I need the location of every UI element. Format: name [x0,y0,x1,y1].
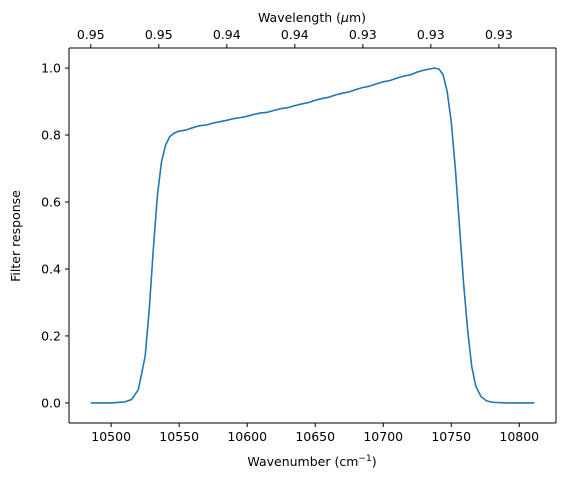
x-tick-label: 10550 [159,429,199,444]
top-tick-label: 0.95 [145,27,173,42]
top-tick-label: 0.93 [417,27,445,42]
top-tick-label: 0.94 [281,27,309,42]
y-tick-label: 0.4 [41,261,61,276]
x-tick-label: 10750 [431,429,471,444]
x-tick-label: 10500 [91,429,131,444]
x-tick-label: 10650 [295,429,335,444]
top-axis-ticks: 0.95 0.95 0.94 0.94 0.93 0.93 0.93 [77,27,513,48]
plot-area [69,48,556,423]
series-layer [90,67,535,404]
x-tick-label: 10800 [499,429,539,444]
x-axis-label-suffix: ) [372,454,377,469]
x-axis-label: Wavenumber (cm−1) [247,454,376,469]
top-tick-label: 0.93 [485,27,513,42]
top-tick-label: 0.93 [349,27,377,42]
y-tick-label: 0.6 [41,195,61,210]
series-line-0 [90,67,535,404]
y-tick-label: 0.2 [41,328,61,343]
x-axis-label-main: Wavenumber (cm [247,454,358,469]
top-tick-label: 0.95 [77,27,105,42]
top-axis-label-main: Wavelength ( [258,10,341,25]
y-tick-label: 0.0 [41,395,61,410]
top-axis-label: Wavelength (μm) [258,10,366,25]
x-tick-label: 10700 [363,429,403,444]
x-axis-ticks: 10500 10550 10600 10650 10700 10750 10800 [91,423,539,444]
top-axis-label-suffix: m) [349,10,366,25]
y-tick-label: 1.0 [41,61,61,76]
x-tick-label: 10600 [227,429,267,444]
top-tick-label: 0.94 [213,27,241,42]
x-axis-label-superscript: −1 [358,454,371,464]
y-axis-ticks: 0.0 0.2 0.4 0.6 0.8 1.0 [41,61,69,410]
y-axis-label: Filter response [8,190,23,282]
y-tick-label: 0.8 [41,128,61,143]
axes-frame [68,47,557,424]
top-axis-label-greek: μ [340,10,349,25]
